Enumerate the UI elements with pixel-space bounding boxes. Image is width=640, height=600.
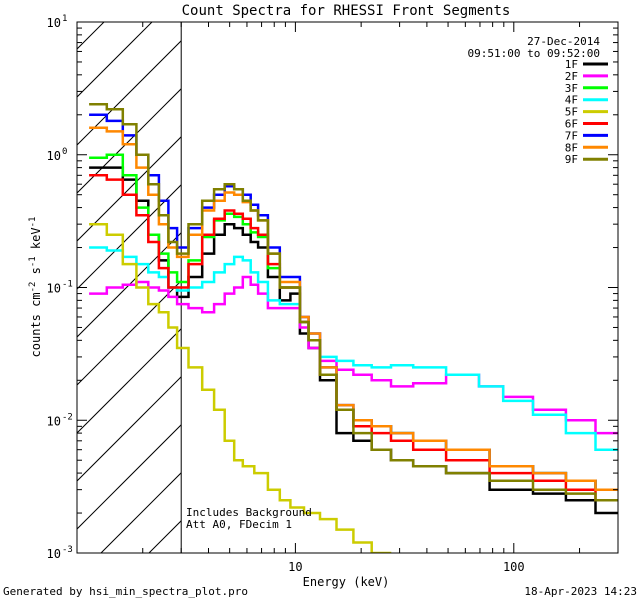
series-line-5f xyxy=(89,222,392,553)
hatch-line xyxy=(77,376,182,482)
legend-label-5f: 5F xyxy=(565,106,578,119)
series-line-4f xyxy=(89,246,618,451)
legend-label-6f: 6F xyxy=(565,118,578,131)
legend-label-7f: 7F xyxy=(565,129,578,142)
legend-label-8f: 8F xyxy=(565,141,578,154)
y-tick-exponent: -1 xyxy=(62,280,73,290)
legend-label-2f: 2F xyxy=(565,70,578,83)
date-label: 27-Dec-2014 xyxy=(527,35,600,48)
hatch-line xyxy=(77,22,153,98)
y-axis-label: counts cm-2 s-1 keV-1 xyxy=(28,217,43,358)
legend-label-3f: 3F xyxy=(565,82,578,95)
y-tick-exponent: 0 xyxy=(62,147,67,157)
y-tick-exponent: -3 xyxy=(62,545,73,555)
y-tick-exponent: -2 xyxy=(62,412,73,422)
legend-label-9f: 9F xyxy=(565,153,578,166)
y-tick-label: 10 xyxy=(47,149,61,163)
hatch-line xyxy=(77,40,182,146)
y-tick-label: 10 xyxy=(47,414,61,428)
x-axis-label: Energy (keV) xyxy=(303,575,390,589)
y-tick-exponent: 1 xyxy=(62,14,67,24)
y-tick-label: 10 xyxy=(47,282,61,296)
footer-timestamp: 18-Apr-2023 14:23 xyxy=(524,585,637,598)
footer-generated-by: Generated by hsi_min_spectra_plot.pro xyxy=(3,585,248,598)
time-range-label: 09:51:00 to 09:52:00 xyxy=(468,47,600,60)
hatch-line xyxy=(77,184,182,290)
x-tick-label: 100 xyxy=(503,560,525,574)
legend-label-4f: 4F xyxy=(565,94,578,107)
legend-label-1f: 1F xyxy=(565,58,578,71)
attenuator-annotation: Att A0, FDecim 1 xyxy=(186,518,292,531)
y-tick-label: 10 xyxy=(47,547,61,561)
chart-title: Count Spectra for RHESSI Front Segments xyxy=(182,3,511,19)
y-tick-label: 10 xyxy=(47,16,61,30)
series-line-9f xyxy=(89,103,618,502)
hatch-line xyxy=(77,424,182,530)
x-tick-label: 10 xyxy=(288,560,302,574)
series-lines xyxy=(89,103,618,553)
background-annotation: Includes Background xyxy=(186,506,312,519)
